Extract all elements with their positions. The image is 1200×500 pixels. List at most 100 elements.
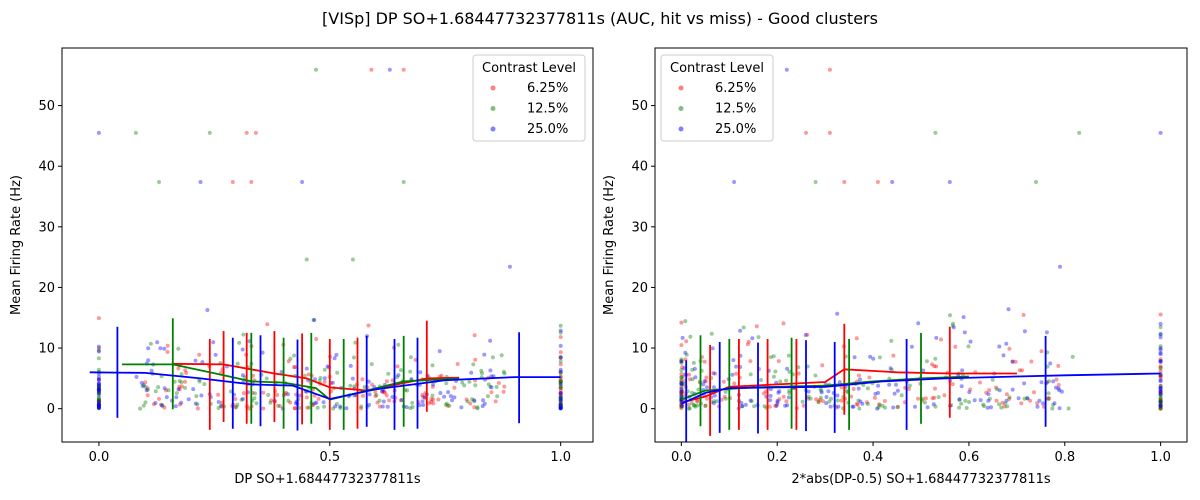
right-point	[679, 375, 684, 379]
left-point	[96, 386, 101, 391]
left-point	[144, 388, 149, 393]
right-point	[808, 396, 813, 401]
left-point	[429, 397, 434, 402]
right-point	[1035, 401, 1040, 406]
left-point	[353, 340, 358, 345]
right-point	[1158, 397, 1163, 402]
left-point	[405, 388, 410, 393]
left-point	[462, 383, 467, 388]
left-point	[472, 405, 477, 410]
right-point	[679, 394, 684, 399]
left-point	[558, 403, 563, 408]
left-point	[558, 405, 563, 410]
right-point	[803, 333, 808, 337]
right-point	[1158, 384, 1163, 388]
right-legend-entry-1: 6.25%	[715, 81, 756, 96]
left-point	[482, 352, 487, 357]
right-point	[816, 400, 821, 405]
right-point	[775, 402, 780, 407]
left-point	[558, 355, 563, 360]
left-point	[158, 346, 163, 351]
left-point	[96, 387, 101, 392]
left-point	[558, 406, 563, 411]
right-point	[857, 373, 861, 378]
left-point	[488, 338, 493, 343]
left-point	[211, 340, 216, 345]
left-point	[370, 382, 375, 387]
left-point	[322, 376, 327, 381]
left-point	[96, 401, 101, 406]
right-point	[1025, 396, 1030, 401]
right-point	[688, 334, 693, 339]
left-point	[96, 367, 101, 372]
left-point	[304, 366, 309, 371]
left-point	[452, 395, 457, 400]
left-point	[352, 384, 357, 389]
right-point	[1046, 397, 1051, 402]
right-point	[740, 404, 745, 409]
right-point	[982, 404, 986, 409]
left-trend-line-2	[122, 363, 460, 401]
left-point	[240, 373, 245, 378]
right-point	[1016, 396, 1021, 401]
right-point	[913, 404, 917, 409]
right-point	[1158, 406, 1163, 411]
left-point	[558, 390, 563, 395]
right-point	[731, 358, 736, 363]
right-point	[785, 366, 790, 371]
right-point	[1158, 352, 1163, 357]
left-point	[335, 370, 340, 375]
left-point	[216, 392, 221, 397]
right-point	[1158, 391, 1163, 396]
right-point	[734, 364, 739, 369]
right-point	[872, 395, 877, 400]
left-point	[240, 347, 245, 352]
left-point	[237, 340, 242, 345]
left-point	[96, 406, 101, 410]
right-point	[835, 311, 840, 316]
left-point	[467, 379, 472, 384]
left-point	[464, 397, 469, 402]
right-outlier-point	[784, 67, 789, 72]
left-outlier-point	[507, 264, 512, 269]
right-point	[939, 337, 943, 342]
left-point	[386, 371, 391, 376]
right-point	[857, 406, 862, 411]
left-point	[459, 405, 464, 410]
left-point	[219, 404, 224, 409]
left-point	[96, 377, 101, 382]
right-point	[966, 344, 971, 349]
right-point	[1158, 351, 1163, 355]
right-point	[877, 355, 882, 360]
right-point	[1070, 354, 1075, 359]
left-legend-marker-3	[490, 126, 496, 132]
left-outlier-point	[304, 257, 309, 262]
left-point	[166, 388, 171, 393]
right-point	[806, 394, 811, 399]
left-point	[96, 402, 101, 407]
left-point	[332, 356, 337, 361]
right-point	[916, 321, 921, 326]
left-point	[96, 384, 101, 389]
left-point	[96, 398, 101, 403]
right-point	[957, 397, 962, 402]
right-point	[957, 397, 962, 402]
left-point	[143, 384, 148, 389]
right-point	[1022, 329, 1027, 334]
right-y-tick-label: 30	[631, 220, 648, 235]
right-point	[876, 405, 881, 410]
left-point	[159, 403, 164, 407]
right-point	[748, 398, 753, 403]
right-point	[925, 405, 930, 410]
left-point	[558, 396, 563, 400]
left-point	[145, 387, 150, 392]
right-outlier-point	[804, 130, 808, 135]
left-point	[145, 386, 150, 391]
right-point	[854, 336, 859, 341]
left-point	[153, 401, 158, 405]
left-point	[146, 358, 151, 363]
right-point	[1158, 347, 1163, 352]
right-point	[889, 338, 894, 343]
left-point	[558, 405, 563, 410]
left-point	[96, 356, 101, 361]
